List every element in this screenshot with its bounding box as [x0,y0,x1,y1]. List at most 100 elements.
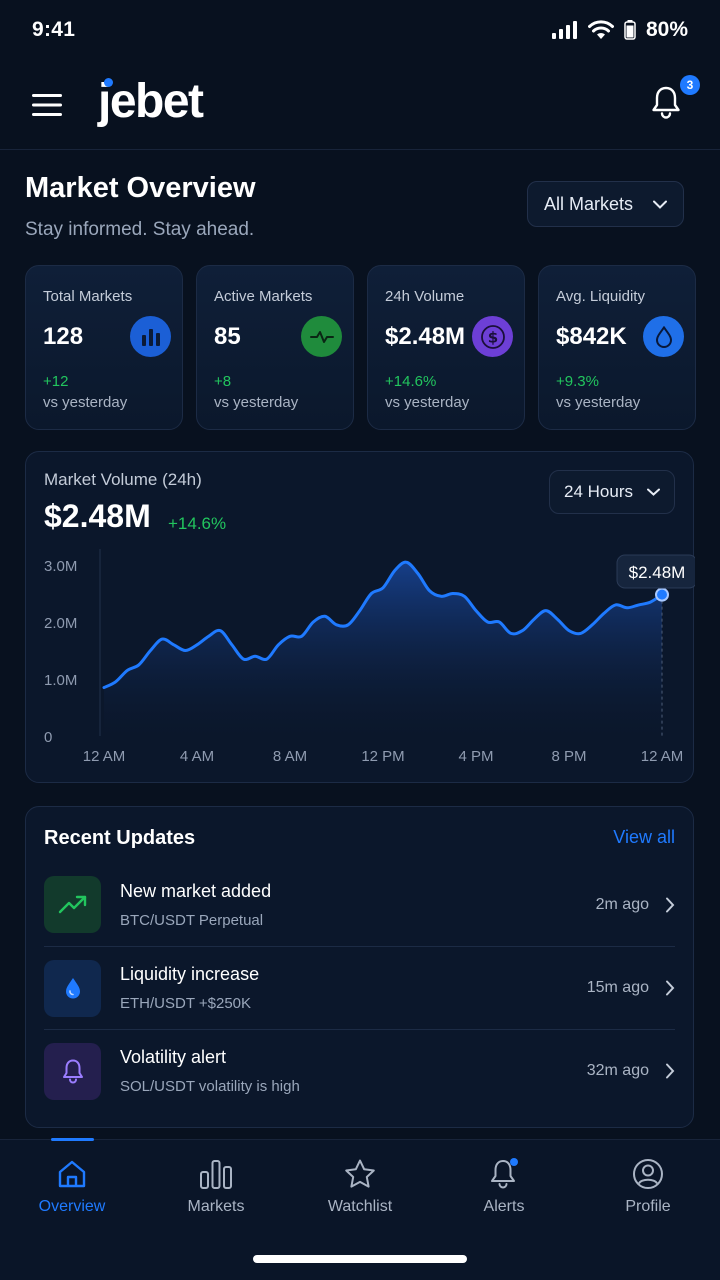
x-tick-label: 12 AM [83,748,126,765]
stat-compare: vs yesterday [43,394,128,411]
recent-updates-card: Recent Updates View all New market added… [25,806,694,1128]
stat-value: $2.48M [385,323,466,350]
drop-icon [44,959,101,1017]
chart-change: +14.6% [168,514,227,533]
wifi-icon [587,20,614,39]
stat-card-avg-liquidity[interactable]: Avg. Liquidity $842K +9.3% vs yesterday [538,265,696,430]
page-subtitle: Stay informed. Stay ahead. [25,219,255,240]
stat-value: 85 [214,323,241,350]
bell-icon [491,1158,518,1189]
view-all-link[interactable]: View all [613,827,675,847]
tab-label: Watchlist [327,1198,393,1215]
menu-icon[interactable] [32,93,64,117]
tab-label: Overview [38,1198,106,1215]
update-detail: ETH/USDT +$250K [120,995,252,1012]
battery-percent: 80% [645,18,688,41]
tab-alerts[interactable]: Alerts [432,1140,576,1216]
update-item[interactable]: Volatility alert SOL/USDT volatility is … [44,1029,675,1112]
update-item[interactable]: New market added BTC/USDT Perpetual 2m a… [44,863,675,946]
stat-value: 128 [43,323,84,350]
tab-watchlist[interactable]: Watchlist [288,1140,432,1216]
chart-tooltip-value: $2.48M [629,563,686,582]
update-time: 2m ago [595,895,649,913]
bell-icon [44,1042,101,1100]
update-item[interactable]: Liquidity increase ETH/USDT +$250K 15m a… [44,946,675,1029]
trending-up-icon [44,876,101,933]
stats-row: Total Markets 128 +12 vs yesterday Activ… [25,265,696,430]
stat-value: $842K [556,323,627,350]
stat-compare: vs yesterday [214,394,299,411]
page-title: Market Overview [25,172,256,204]
y-tick-label: 1.0M [44,672,77,689]
drop-icon [643,316,684,357]
x-tick-label: 4 PM [458,748,493,765]
tab-profile[interactable]: Profile [576,1140,720,1216]
stat-label: Active Markets [214,288,313,305]
tab-label: Profile [625,1198,671,1215]
update-detail: SOL/USDT volatility is high [120,1078,300,1095]
overview-header: Market Overview Stay informed. Stay ahea… [25,172,684,241]
app-logo: jebet [98,75,204,128]
time-range-dropdown[interactable]: 24 Hours [549,470,675,514]
x-tick-label: 8 PM [551,748,586,765]
update-title: New market added [120,880,272,901]
status-bar: 9:41 80% [0,0,720,60]
chevron-down-icon [647,488,660,496]
tab-label: Alerts [483,1198,525,1215]
notifications-button[interactable]: 3 [650,74,700,125]
chevron-right-icon [666,980,675,996]
market-volume-card: Market Volume (24h) $2.48M +14.6% 24 Hou… [25,451,695,783]
status-icons: 80% [551,18,688,42]
stat-change: +8 [214,373,232,390]
pulse-icon [301,316,342,357]
battery-icon [624,20,636,40]
volume-area [104,562,662,736]
current-value-dot[interactable] [655,587,669,602]
stat-card-total-markets[interactable]: Total Markets 128 +12 vs yesterday [25,265,183,430]
stat-change: +12 [43,373,69,390]
status-time: 9:41 [32,18,76,41]
x-tick-label: 12 PM [361,748,404,765]
volume-chart: 0 1.0M 2.0M 3.0M 12 AM 4 AM 8 AM 12 PM 4 PM 8 PM… [44,549,695,765]
stat-label: Avg. Liquidity [556,288,645,305]
stat-change: +9.3% [556,373,599,390]
stat-card-active-markets[interactable]: Active Markets 85 +8 vs yesterday [196,265,354,430]
home-icon [58,1160,86,1188]
market-filter-dropdown[interactable]: All Markets [527,181,684,227]
x-tick-label: 8 AM [273,748,307,765]
stat-label: Total Markets [43,288,133,305]
chevron-right-icon [666,1063,675,1079]
update-time: 15m ago [586,979,649,996]
bell-icon [652,86,680,119]
y-tick-label: 3.0M [44,558,77,575]
tab-markets[interactable]: Markets [144,1140,288,1216]
stat-compare: vs yesterday [556,394,641,411]
stat-change: +14.6% [385,373,437,390]
user-icon [633,1159,663,1189]
bar-chart-icon [200,1160,232,1189]
chart-tooltip: $2.48M [616,554,695,589]
active-tab-indicator [51,1138,94,1141]
logo-dot [104,78,113,87]
update-title: Liquidity increase [120,964,260,984]
x-tick-label: 12 AM [641,748,684,765]
chevron-right-icon [666,897,675,912]
stat-label: 24h Volume [385,288,465,305]
stat-card-24h-volume[interactable]: 24h Volume $2.48M $ +14.6% vs yesterday [367,265,525,430]
app-header: jebet 3 [0,60,720,150]
notification-badge: 3 [680,74,700,95]
update-title: Volatility alert [120,1047,227,1067]
update-time: 32m ago [586,1062,649,1079]
update-detail: BTC/USDT Perpetual [120,911,264,929]
x-tick-label: 4 AM [180,748,214,765]
chevron-down-icon [653,200,667,209]
y-tick-label: 2.0M [44,615,77,632]
market-filter-value: All Markets [544,193,634,214]
chart-label: Market Volume (24h) [44,470,202,489]
tab-overview[interactable]: Overview [0,1140,144,1216]
svg-text:$: $ [487,328,497,346]
stat-compare: vs yesterday [385,394,470,411]
signal-icon [551,21,577,39]
volume-line [102,560,664,690]
section-title: Recent Updates [44,827,196,849]
